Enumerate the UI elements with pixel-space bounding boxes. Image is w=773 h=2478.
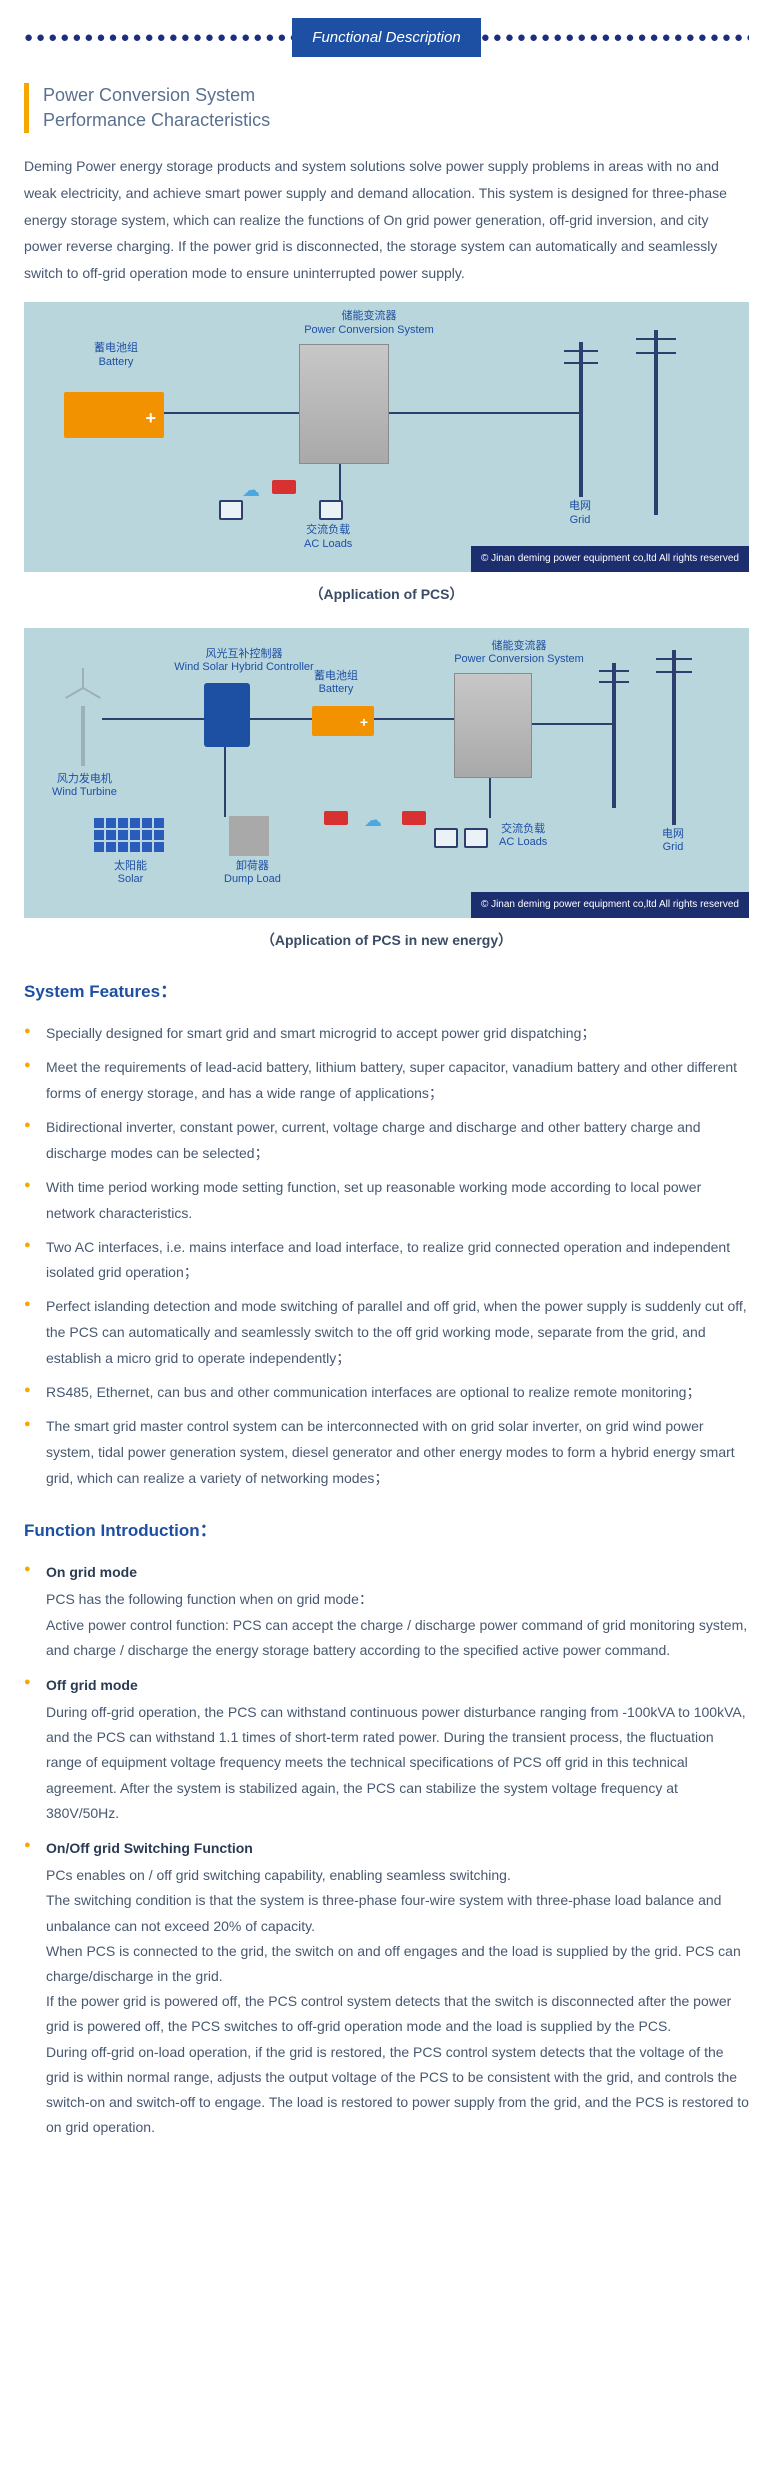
d2-ctrl-label: 风光互补控制器 Wind Solar Hybrid Controller (169, 648, 319, 676)
feature-item: The smart grid master control system can… (24, 1414, 749, 1492)
header-dotline: ●●●●●●●●●●●●●●●●●●●●●●●●●● Functional De… (24, 18, 749, 57)
dots-left: ●●●●●●●●●●●●●●●●●●●●●●●●●● (24, 24, 292, 51)
d2-caption: （Application of PCS in new energy） (24, 928, 749, 953)
d1-pcs-cabinet-icon (299, 344, 389, 464)
d1-battery-label: 蓄电池组 Battery (94, 342, 138, 370)
d2-dump-icon (229, 816, 269, 856)
function-body: PCS has the following function when on g… (46, 1587, 749, 1663)
features-heading: System Features： (24, 977, 749, 1008)
function-item-off-grid: Off grid mode During off-grid operation,… (24, 1673, 749, 1826)
intro-paragraph: Deming Power energy storage products and… (24, 153, 749, 286)
title-line1: Power Conversion System (43, 83, 749, 108)
d2-wifi-icon (364, 804, 386, 818)
function-title: On/Off grid Switching Function (46, 1836, 749, 1861)
d2-wind-label: 风力发电机 Wind Turbine (52, 773, 117, 801)
feature-item: Bidirectional inverter, constant power, … (24, 1115, 749, 1167)
d1-wifi-icon (242, 474, 264, 488)
section-title: Power Conversion System Performance Char… (24, 83, 749, 133)
feature-item: Meet the requirements of lead-acid batte… (24, 1055, 749, 1107)
d1-pole-1 (579, 342, 583, 497)
d2-grid-label: 电网 Grid (662, 828, 684, 856)
d2-controller-icon (204, 683, 250, 747)
d1-wire-1 (164, 412, 299, 414)
d1-battery-icon: + (64, 392, 164, 438)
feature-item: RS485, Ethernet, can bus and other commu… (24, 1380, 749, 1406)
features-list: Specially designed for smart grid and sm… (24, 1021, 749, 1491)
d1-monitor-icon-2 (319, 500, 343, 520)
feature-item: With time period working mode setting fu… (24, 1175, 749, 1227)
d2-dump-label: 卸荷器 Dump Load (224, 860, 281, 888)
d2-red-tag-1 (324, 811, 348, 825)
feature-item: Specially designed for smart grid and sm… (24, 1021, 749, 1047)
d1-wire-3 (339, 464, 341, 504)
d2-red-tag-2 (402, 811, 426, 825)
d1-red-tag (272, 480, 296, 494)
pcs-diagram-2: 风力发电机 Wind Turbine 风光互补控制器 Wind Solar Hy… (24, 628, 749, 918)
d2-pcs-cabinet-icon (454, 673, 532, 778)
pcs-diagram-1: 蓄电池组 Battery + 储能变流器 Power Conversion Sy… (24, 302, 749, 572)
d1-caption: （Application of PCS） (24, 582, 749, 607)
d2-monitor-icon-2 (464, 828, 488, 848)
dots-right: ●●●●●●●●●●●●●●●●●●●●●●●●●● (481, 24, 749, 51)
d1-pcs-label: 储能变流器 Power Conversion System (299, 310, 439, 338)
d2-pcs-label: 储能变流器 Power Conversion System (449, 640, 589, 668)
function-item-switching: On/Off grid Switching Function PCs enabl… (24, 1836, 749, 2140)
d1-wire-2 (389, 412, 579, 414)
d2-solar-label: 太阳能 Solar (114, 860, 147, 888)
d2-battery-icon: + (312, 706, 374, 736)
function-title: On grid mode (46, 1560, 749, 1585)
d1-copyright: © Jinan deming power equipment co,ltd Al… (471, 546, 749, 572)
d2-wind-turbine-icon (64, 668, 102, 766)
d2-pole-1 (612, 663, 616, 808)
d2-battery-label: 蓄电池组 Battery (314, 670, 358, 698)
feature-item: Perfect islanding detection and mode swi… (24, 1294, 749, 1372)
d2-pole-2 (672, 650, 676, 825)
d1-pole-2 (654, 330, 658, 515)
function-body: During off-grid operation, the PCS can w… (46, 1700, 749, 1826)
title-line2: Performance Characteristics (43, 108, 749, 133)
d2-copyright: © Jinan deming power equipment co,ltd Al… (471, 892, 749, 918)
function-body: PCs enables on / off grid switching capa… (46, 1863, 749, 2140)
d2-monitor-icon-1 (434, 828, 458, 848)
d2-ac-label: 交流负载 AC Loads (499, 823, 547, 851)
function-title: Off grid mode (46, 1673, 749, 1698)
d2-solar-icon (94, 818, 164, 852)
d1-ac-label: 交流负载 AC Loads (304, 524, 352, 552)
function-item-on-grid: On grid mode PCS has the following funct… (24, 1560, 749, 1663)
d1-monitor-icon-1 (219, 500, 243, 520)
functional-description-badge: Functional Description (292, 18, 480, 57)
feature-item: Two AC interfaces, i.e. mains interface … (24, 1235, 749, 1287)
d1-grid-label: 电网 Grid (569, 500, 591, 528)
functions-heading: Function Introduction： (24, 1516, 749, 1547)
